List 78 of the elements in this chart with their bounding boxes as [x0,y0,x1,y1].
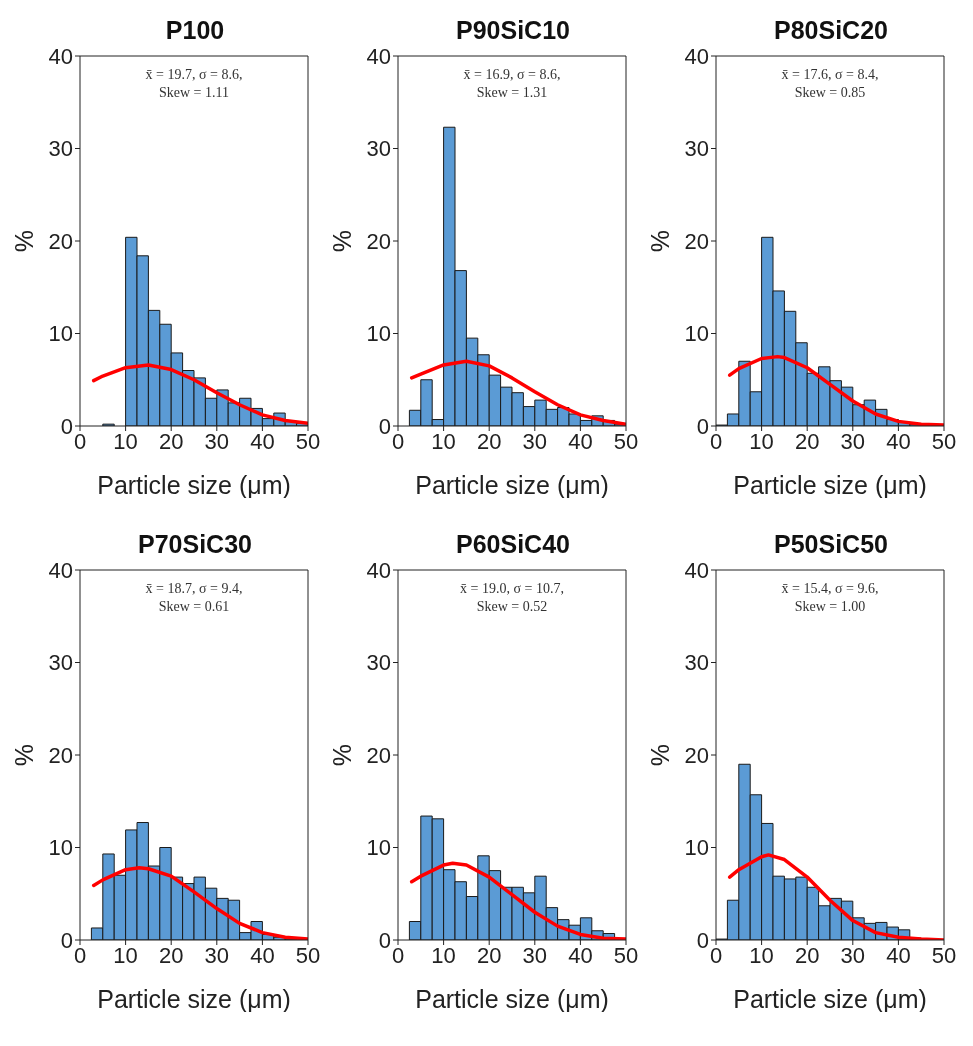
y-tick-label: 40 [684,43,709,69]
y-tick-label: 30 [48,650,73,676]
y-tick-label: 20 [48,228,73,254]
chart-title: P90SiC10 [456,16,570,44]
x-tick-label: 30 [840,942,866,968]
x-tick-label: 40 [250,428,275,454]
y-axis-title: % [327,743,356,767]
x-tick-label: 50 [295,428,321,454]
x-tick-label: 50 [931,428,957,454]
y-tick-label: 30 [48,136,73,162]
chart-title: P50SiC50 [774,530,888,558]
x-tick-label: 30 [522,942,548,968]
annotation: Skew = 0.61 [157,598,231,616]
y-tick-label: 20 [684,742,709,768]
x-tick-label: 10 [431,942,456,968]
annotation: x̄ = 18.7, σ = 9.4, [144,580,244,598]
x-tick-label: 10 [749,942,774,968]
x-tick-label: 40 [886,428,911,454]
y-tick-label: 10 [684,321,709,347]
y-tick-label: 30 [684,650,709,676]
annotation: Skew = 0.52 [475,598,549,616]
x-tick-label: 10 [113,428,138,454]
annotation: x̄ = 19.7, σ = 8.6, [144,66,244,84]
y-axis-title: % [327,229,356,253]
x-tick-label: 10 [749,428,774,454]
y-tick-label: 30 [684,136,709,162]
y-tick-label: 10 [48,835,73,861]
y-tick-label: 40 [366,43,391,69]
x-tick-label: 30 [522,428,548,454]
x-tick-label: 20 [476,428,502,454]
x-tick-label: 50 [613,428,639,454]
x-tick-label: 20 [794,942,820,968]
y-tick-label: 10 [366,835,391,861]
chart-title: P60SiC40 [456,530,570,558]
y-tick-label: 30 [366,136,391,162]
x-tick-label: 40 [568,428,593,454]
annotation: Skew = 0.85 [793,84,867,102]
chart-title: P100 [165,16,225,44]
annotation: x̄ = 19.0, σ = 10.7, [459,580,565,598]
chart-title: P70SiC30 [138,530,252,558]
y-tick-label: 20 [366,228,391,254]
annotation: x̄ = 15.4, σ = 9.6, [780,580,880,598]
x-tick-label: 20 [158,428,184,454]
annotation: Skew = 1.31 [475,84,549,102]
y-tick-label: 40 [366,557,391,583]
y-tick-label: 30 [366,650,391,676]
annotation: Skew = 1.11 [158,84,230,102]
y-tick-label: 20 [684,228,709,254]
y-tick-label: 40 [684,557,709,583]
y-tick-label: 10 [684,835,709,861]
x-tick-label: 30 [840,428,866,454]
y-tick-label: 10 [366,321,391,347]
x-tick-label: 20 [794,428,820,454]
x-tick-label: 40 [250,942,275,968]
x-tick-label: 30 [204,942,230,968]
annotation: x̄ = 17.6, σ = 8.4, [780,66,880,84]
y-axis-title: % [9,229,38,253]
x-tick-label: 20 [158,942,184,968]
y-tick-label: 10 [48,321,73,347]
annotation: x̄ = 16.9, σ = 8.6, [462,66,562,84]
x-tick-label: 10 [431,428,456,454]
y-axis-title: % [645,229,674,253]
y-tick-label: 20 [366,742,391,768]
y-tick-label: 40 [48,557,73,583]
y-tick-label: 40 [48,43,73,69]
x-tick-label: 50 [931,942,957,968]
annotation: Skew = 1.00 [793,598,867,616]
x-tick-label: 50 [295,942,321,968]
chart-title: P80SiC20 [774,16,888,44]
x-tick-label: 40 [568,942,593,968]
y-axis-title: % [645,743,674,767]
y-tick-label: 20 [48,742,73,768]
x-tick-label: 20 [476,942,502,968]
x-tick-label: 30 [204,428,230,454]
x-tick-label: 50 [613,942,639,968]
x-tick-label: 10 [113,942,138,968]
y-axis-title: % [9,743,38,767]
x-tick-label: 40 [886,942,911,968]
